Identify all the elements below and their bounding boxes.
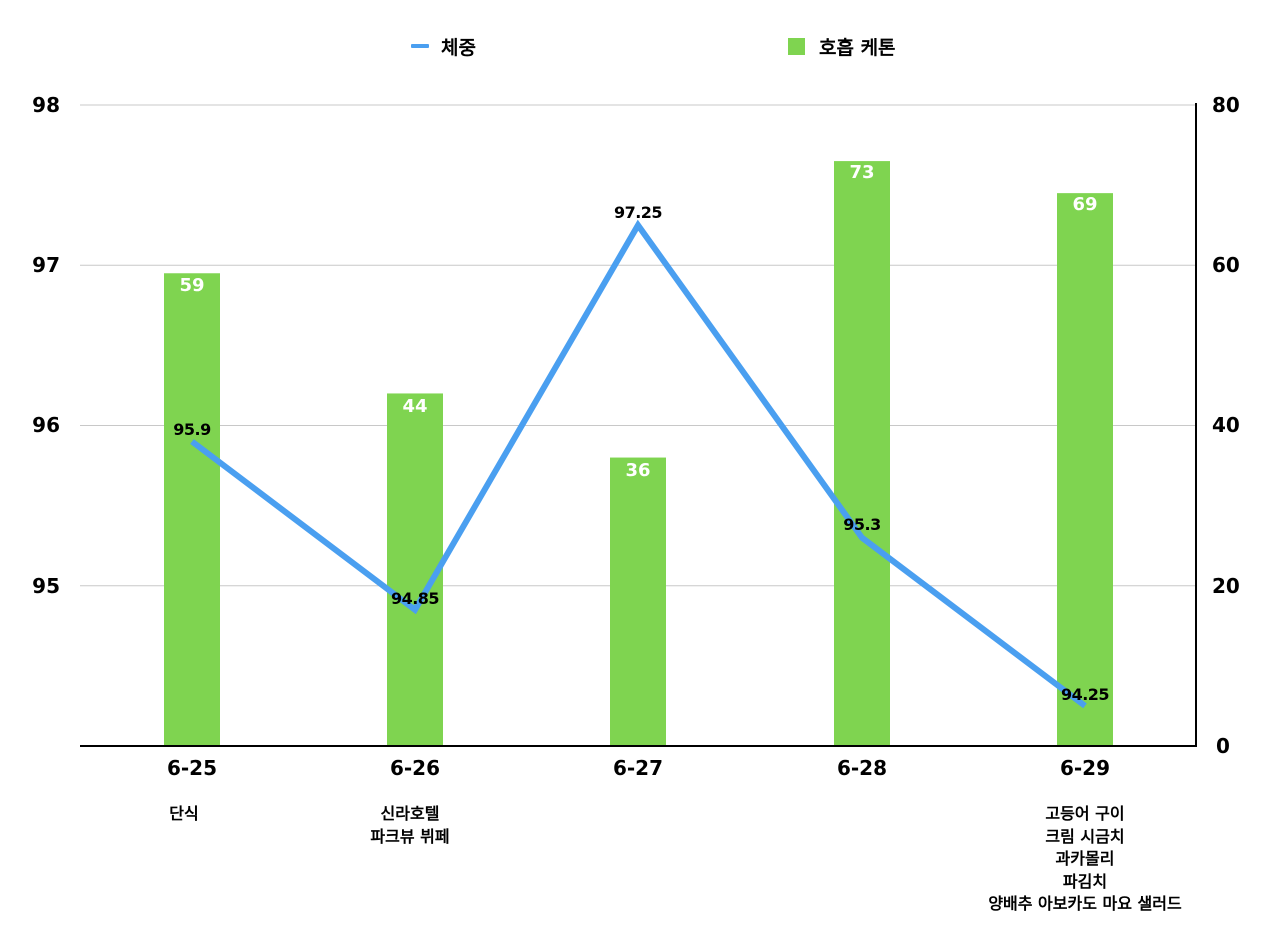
- category-annotation: 고등어 구이 크림 시금치 과카몰리 파김치 양배추 아보카도 마요 샐러드: [988, 804, 1182, 913]
- x-axis-label: 6-28: [836, 756, 888, 780]
- bar-legend-marker-icon: [788, 37, 805, 55]
- weight-line: [190, 219, 1087, 709]
- bar-value-label: 36: [625, 460, 651, 481]
- x-axis-label: 6-27: [612, 756, 664, 780]
- right-axis-tick: 80: [1212, 93, 1240, 117]
- x-axis-label: 6-25: [166, 756, 218, 780]
- line-value-label: 95.3: [843, 515, 881, 534]
- left-axis-tick: 97: [32, 253, 60, 277]
- axes: [80, 103, 1197, 747]
- right-axis-tick: 60: [1212, 253, 1240, 277]
- line-value-label: 94.85: [390, 589, 440, 608]
- bar-value-label: 73: [849, 162, 875, 183]
- x-axis-label: 6-29: [1059, 756, 1111, 780]
- line-value-label: 95.9: [173, 420, 211, 439]
- legend-label-weight: 체중: [441, 36, 476, 59]
- bar: [834, 161, 890, 746]
- bar-value-label: 44: [402, 396, 428, 417]
- line-legend-marker-icon: [411, 44, 429, 48]
- bar-value-label: 59: [179, 275, 205, 296]
- bar: [1057, 193, 1113, 746]
- category-annotation: 신라호텔 파크뷰 뷔페: [370, 804, 450, 846]
- left-axis-tick: 96: [32, 413, 60, 437]
- line-value-label: 97.25: [613, 203, 663, 222]
- x-axis-label: 6-26: [389, 756, 441, 780]
- left-axis-tick: 98: [32, 93, 60, 117]
- category-annotation: 단식: [169, 804, 199, 823]
- line-series: [190, 219, 1087, 709]
- legend-item-weight[interactable]: 체중: [411, 32, 476, 60]
- line-value-label: 94.25: [1060, 685, 1110, 704]
- left-axis-tick: 95: [32, 574, 60, 598]
- legend-item-breath-ketone[interactable]: 호흡 케톤: [788, 32, 896, 60]
- bar: [164, 273, 220, 746]
- bar-value-label: 69: [1072, 194, 1098, 215]
- bar: [387, 393, 443, 746]
- legend-label-breath-ketone: 호흡 케톤: [819, 36, 896, 59]
- bar: [610, 457, 666, 746]
- right-axis-tick: 40: [1212, 413, 1240, 437]
- right-axis-tick: 0: [1216, 734, 1230, 758]
- right-axis-tick: 20: [1212, 574, 1240, 598]
- bar-series: [164, 161, 1113, 746]
